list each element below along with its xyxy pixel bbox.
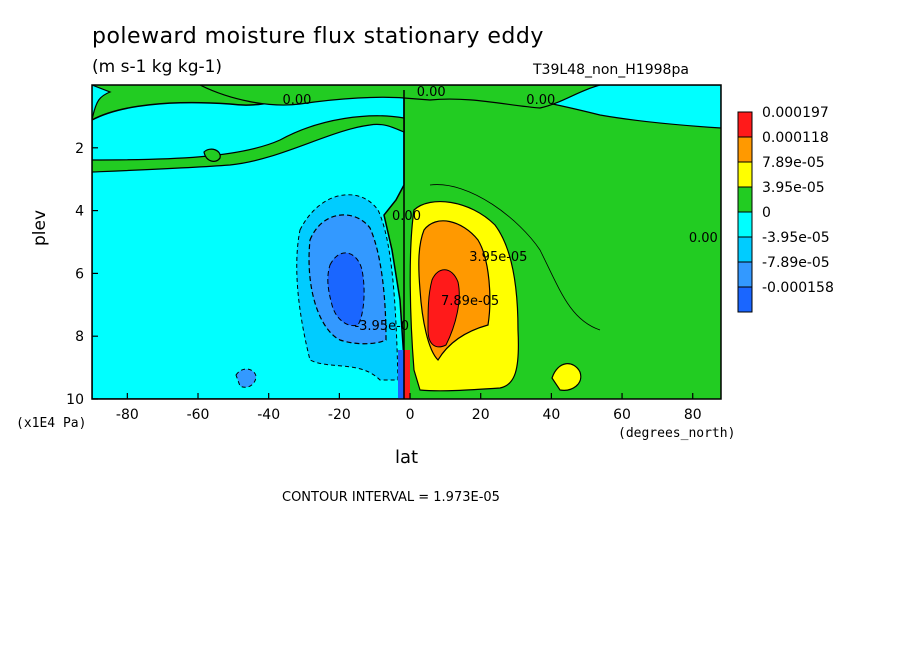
region-yellow-small-east xyxy=(551,363,582,391)
chart-title: poleward moisture flux stationary eddy xyxy=(92,24,544,49)
x-tick-label: 60 xyxy=(613,407,631,423)
colorbar-label: 7.89e-05 xyxy=(762,155,825,171)
contour-label: 0.00 xyxy=(282,93,311,108)
x-axis-units: (degrees_north) xyxy=(618,426,736,441)
colorbar-label: -0.000158 xyxy=(762,280,834,296)
y-tick-label: 4 xyxy=(75,204,84,220)
y-tick-label: 2 xyxy=(75,141,84,157)
y-tick-label: 6 xyxy=(75,266,84,282)
colorbar-swatch xyxy=(737,211,753,238)
x-tick-label: 40 xyxy=(542,407,560,423)
region-equator-dipole-pos xyxy=(404,350,410,399)
run-label: T39L48_non_H1998pa xyxy=(533,62,689,78)
y-tick-label: 8 xyxy=(75,329,84,345)
chart-units: (m s-1 kg kg-1) xyxy=(92,57,223,77)
contour-interval: CONTOUR INTERVAL = 1.973E-05 xyxy=(282,490,500,505)
colorbar-swatch xyxy=(737,161,753,188)
x-tick-label: -20 xyxy=(328,407,351,423)
region-blue-south-core xyxy=(327,252,365,327)
contour-label: -3.95e-0 xyxy=(354,319,409,334)
plot-area xyxy=(92,85,721,399)
colorbar-label: 0.000118 xyxy=(762,130,829,146)
x-tick-label: 80 xyxy=(684,407,702,423)
colorbar-label: 0 xyxy=(762,205,771,221)
region-red-north xyxy=(427,269,460,348)
colorbar-swatch xyxy=(737,111,753,138)
colorbar-label: 0.000197 xyxy=(762,105,829,121)
region-green-band-west xyxy=(92,115,405,173)
contour-label: 0.00 xyxy=(526,93,555,108)
region-equator-dipole-neg xyxy=(398,350,404,399)
region-green-small-tropics xyxy=(203,148,221,162)
y-tick-label: 10 xyxy=(66,392,84,408)
colorbar-swatch xyxy=(737,261,753,288)
colorbar-label: 3.95e-05 xyxy=(762,180,825,196)
region-blue-small-sw xyxy=(235,368,257,388)
colorbar-swatch xyxy=(737,186,753,213)
x-axis-label: lat xyxy=(395,447,419,468)
contour-label: 0.00 xyxy=(392,209,421,224)
x-tick-label: -40 xyxy=(257,407,280,423)
x-tick-label: -60 xyxy=(187,407,210,423)
colorbar-swatch xyxy=(737,286,753,313)
colorbar-label: -3.95e-05 xyxy=(762,230,830,246)
colorbar-label: -7.89e-05 xyxy=(762,255,830,271)
contour-label: 0.00 xyxy=(417,85,446,100)
contour-line-east xyxy=(429,184,601,331)
x-tick-label: -80 xyxy=(116,407,139,423)
colorbar-swatch xyxy=(737,136,753,163)
y-axis-units: (x1E4 Pa) xyxy=(16,416,87,431)
x-tick-label: 0 xyxy=(406,407,415,423)
contour-label: 0.00 xyxy=(689,231,718,246)
plot-frame xyxy=(91,84,722,400)
contour-label: 3.95e-05 xyxy=(469,250,527,265)
x-tick-label: 20 xyxy=(472,407,490,423)
contour-label: 7.89e-05 xyxy=(441,294,499,309)
colorbar-swatch xyxy=(737,236,753,263)
